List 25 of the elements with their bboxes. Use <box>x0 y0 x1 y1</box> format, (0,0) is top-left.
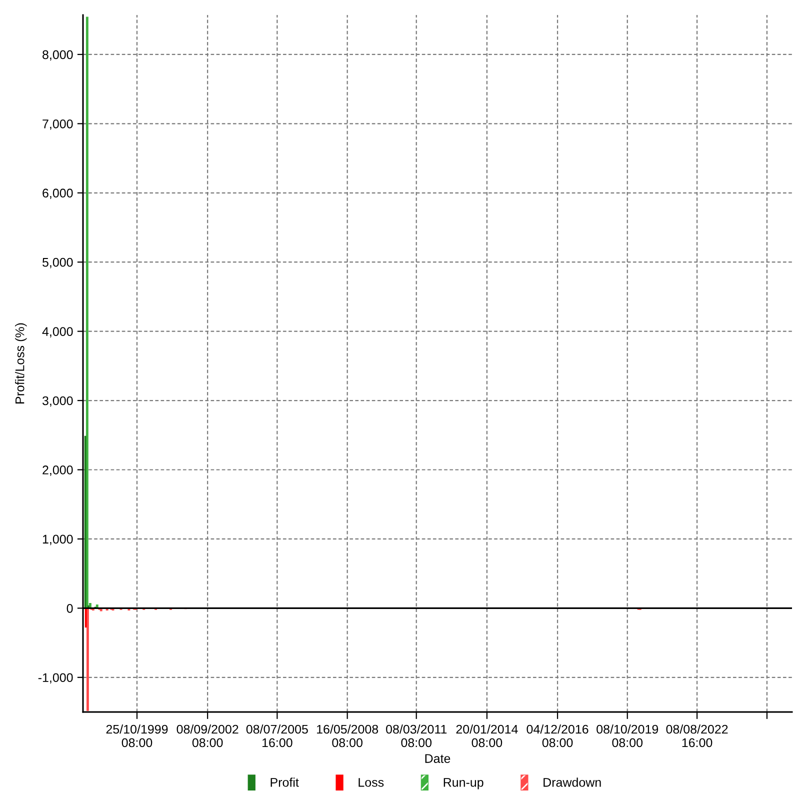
y-tick-label: -1,000 <box>38 673 73 684</box>
x-tick-label: 04/12/2016 08:00 <box>526 724 588 748</box>
y-tick-label: 2,000 <box>42 466 73 476</box>
y-tick-label: 6,000 <box>42 188 73 200</box>
y-tick-label: 4,000 <box>42 327 73 338</box>
legend-label: Drawdown <box>544 778 601 787</box>
legend-label: Run-up <box>444 778 484 790</box>
y-tick-label: 0 <box>66 604 73 613</box>
x-tick-label: 20/01/2014 08:00 <box>456 724 518 748</box>
y-tick-label: 8,000 <box>42 50 73 61</box>
x-tick-label: 16/05/2008 08:00 <box>317 724 378 748</box>
y-tick-label: 1,000 <box>42 534 73 546</box>
x-tick-label: 08/03/2011 08:00 <box>386 724 447 748</box>
x-tick-label: 08/07/2005 16:00 <box>246 724 308 748</box>
legend-label: Profit <box>270 778 299 787</box>
x-axis-title: Date <box>425 754 450 763</box>
x-tick-label: 08/09/2002 08:00 <box>176 724 238 748</box>
y-tick-label: 7,000 <box>42 119 73 130</box>
y-tick-label: 5,000 <box>42 258 73 268</box>
x-tick-label: 25/10/1999 08:00 <box>106 724 168 748</box>
x-tick-label: 08/10/2019 08:00 <box>596 724 658 748</box>
y-tick-label: 3,000 <box>42 396 73 407</box>
x-tick-label: 08/08/2022 16:00 <box>666 724 728 748</box>
legend-label: Loss <box>358 778 384 787</box>
y-axis-title: Profit/Loss (%) <box>15 323 27 404</box>
